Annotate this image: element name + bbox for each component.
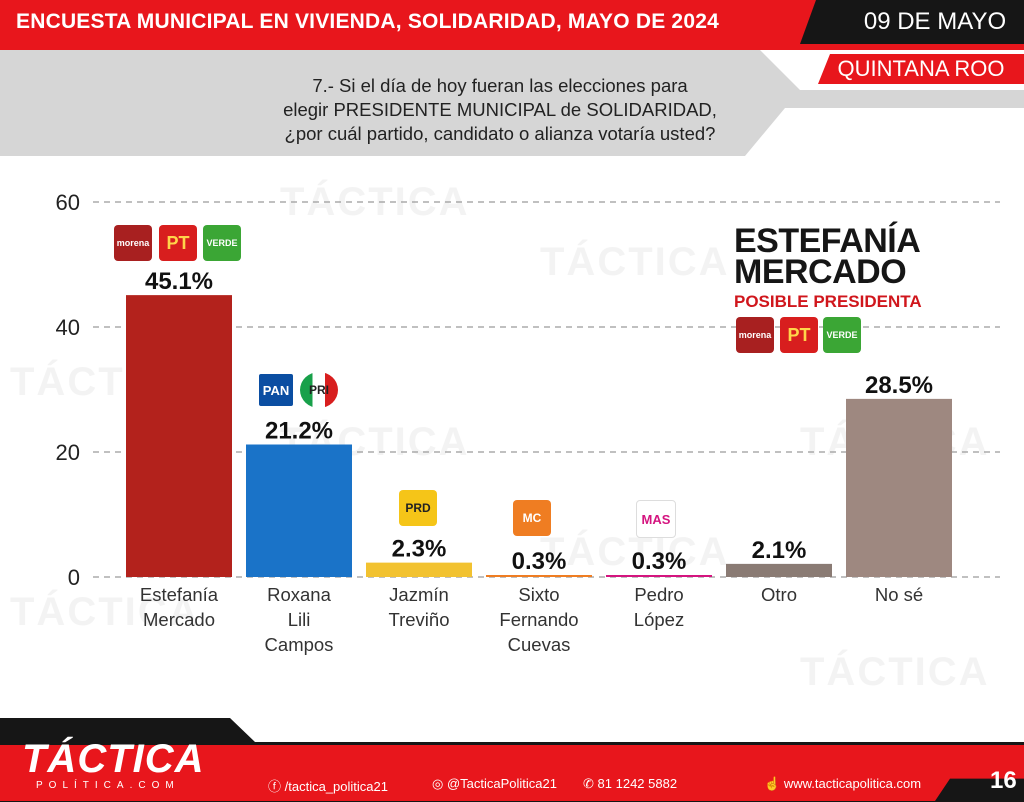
whatsapp-link[interactable]: ✆ 81 1242 5882 <box>583 776 677 792</box>
bar-value-label: 2.1% <box>752 537 807 564</box>
question-line: 7.- Si el día de hoy fueran las eleccion… <box>312 75 688 96</box>
pan-logo: PAN <box>257 372 295 408</box>
instagram-handle: @TacticaPolitica21 <box>446 776 557 791</box>
highlight-name-line: ESTEFANÍA <box>734 222 921 260</box>
category-label-line: Treviño <box>388 609 450 630</box>
instagram-icon: ◎ <box>432 776 444 791</box>
category-label-line: Mercado <box>143 609 215 630</box>
category-label-line: Campos <box>264 634 334 655</box>
category-label-line: López <box>633 609 685 630</box>
morena-logo: morena <box>736 317 774 353</box>
bar <box>726 563 832 577</box>
y-tick-label: 20 <box>56 440 80 465</box>
category-label-line: Pedro <box>634 584 684 605</box>
whatsapp-icon: ✆ <box>583 776 594 791</box>
bar-value-label: 0.3% <box>632 548 687 575</box>
category-label-line: Estefanía <box>139 584 219 605</box>
bar-value-label: 28.5% <box>865 372 933 399</box>
watermark: TÁCTICA <box>540 530 730 575</box>
website-link[interactable]: ☝ www.tacticapolitica.com <box>764 776 921 792</box>
category-label-line: Fernando <box>499 609 579 630</box>
bar <box>366 562 472 577</box>
survey-title: ENCUESTA MUNICIPAL EN VIVIENDA, SOLIDARI… <box>16 10 719 33</box>
category-label: No sé <box>839 582 959 607</box>
category-label: Otro <box>719 582 839 607</box>
category-label: Sixto Fernando Cuevas <box>479 582 599 657</box>
y-tick-label: 40 <box>56 315 80 340</box>
facebook-icon: ⓕ <box>268 779 282 794</box>
watermark: TÁCTICA <box>800 650 990 695</box>
instagram-link[interactable]: ◎ @TacticaPolitica21 <box>432 776 557 792</box>
survey-region: QUINTANA ROO <box>818 54 1024 84</box>
tactica-logo: TÁCTICA <box>22 737 205 781</box>
survey-date: 09 DE MAYO <box>863 8 1007 35</box>
mc-logo: MC <box>513 500 551 536</box>
category-label-line: Jazmín <box>389 584 449 605</box>
category-label: Roxana Lili Campos <box>239 582 359 657</box>
page-number: 16 <box>990 767 1017 794</box>
category-label-line: Cuevas <box>507 634 571 655</box>
category-label: Jazmín Treviño <box>359 582 479 632</box>
highlight-name-line: MERCADO <box>734 253 907 291</box>
y-tick-label: 0 <box>68 565 80 590</box>
bar <box>606 575 712 577</box>
survey-question: 7.- Si el día de hoy fueran las eleccion… <box>240 74 760 146</box>
category-label-line: Roxana <box>267 584 331 605</box>
category-label-line: Sixto <box>518 584 560 605</box>
facebook-link[interactable]: ⓕ /tactica_politica21 <box>268 776 388 795</box>
header-date-panel <box>800 0 1024 44</box>
y-tick-label: 60 <box>56 190 80 215</box>
verde-logo: VERDE <box>203 225 241 261</box>
pointer-icon: ☝ <box>764 776 781 791</box>
pt-logo: PT <box>159 225 197 261</box>
bar-value-label: 21.2% <box>265 418 333 445</box>
watermark: TÁCTICA <box>10 590 200 635</box>
bar <box>126 295 232 577</box>
bar <box>486 575 592 577</box>
pri-logo: PRI <box>300 372 338 408</box>
category-label-line: Otro <box>761 584 797 605</box>
question-line: elegir PRESIDENTE MUNICIPAL de SOLIDARID… <box>283 99 717 120</box>
question-line: ¿por cuál partido, candidato o alianza v… <box>284 123 716 144</box>
whatsapp-number: 81 1242 5882 <box>597 776 678 791</box>
bar-value-label: 0.3% <box>512 548 567 575</box>
bar <box>246 444 352 577</box>
category-label-line: Lili <box>287 609 311 630</box>
category-label-line: No sé <box>874 584 924 605</box>
category-label: Estefanía Mercado <box>119 582 239 632</box>
verde-logo: VERDE <box>823 317 861 353</box>
prd-logo: PRD <box>399 490 437 526</box>
facebook-handle: /tactica_politica21 <box>284 779 388 794</box>
highlight-subtitle: POSIBLE PRESIDENTA <box>734 292 922 311</box>
bar-value-label: 2.3% <box>392 536 447 563</box>
bar-value-label: 45.1% <box>145 268 213 295</box>
morena-logo: morena <box>114 225 152 261</box>
bar <box>846 398 952 577</box>
highlight-candidate-name: ESTEFANÍA MERCADO <box>734 222 964 291</box>
category-label: Pedro López <box>599 582 719 632</box>
pt-logo: PT <box>780 317 818 353</box>
mas-logo: MAS <box>636 500 676 538</box>
tactica-logo-subtitle: POLÍTICA.COM <box>36 780 180 791</box>
footer-logo-area <box>0 745 235 801</box>
watermark: TÁCTICA <box>540 240 730 285</box>
website-url: www.tacticapolitica.com <box>783 776 922 791</box>
